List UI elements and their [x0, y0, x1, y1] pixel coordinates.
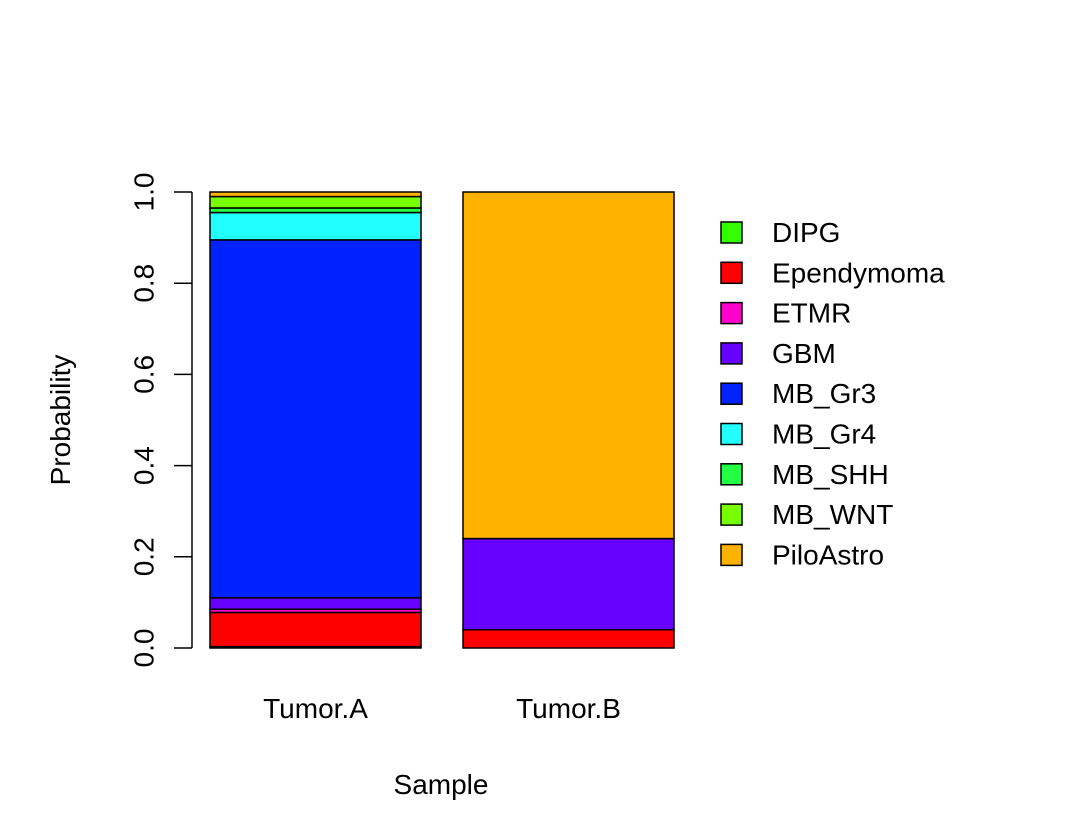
legend-label: MB_Gr4	[772, 419, 876, 450]
legend-swatch	[720, 342, 743, 365]
legend-swatch	[720, 543, 743, 567]
bar-segment-gbm	[209, 597, 422, 610]
x-axis-label: Sample	[394, 769, 489, 800]
bar-segment-mb-gr4	[209, 211, 422, 241]
legend-label: ETMR	[772, 298, 851, 329]
y-tick-label: 0.2	[128, 537, 159, 576]
y-axis: 0.0 0.2 0.4 0.6 0.8 1.0	[128, 173, 193, 668]
bar-segment-ependymoma	[209, 611, 422, 648]
x-tick-labels: Tumor.A Tumor.B	[263, 693, 621, 724]
bar-segment-gbm	[462, 537, 675, 631]
bar-segment-mb-gr3	[209, 239, 422, 599]
bar-segment-piloastro	[209, 191, 422, 198]
legend-label: MB_SHH	[772, 459, 889, 490]
legend-swatch	[720, 301, 743, 325]
bars	[209, 191, 675, 649]
x-tick-label: Tumor.B	[516, 693, 621, 724]
legend-label: MB_WNT	[772, 499, 893, 530]
y-tick-label: 0.0	[128, 629, 159, 668]
legend-swatch	[720, 221, 743, 244]
bar-segment-mb-wnt	[209, 195, 422, 209]
bar-segment-piloastro	[462, 191, 675, 540]
legend-swatch	[720, 503, 743, 526]
legend: DIPG Ependymoma ETMR GBM MB_Gr3 MB_Gr4 MB_SHH M…	[720, 217, 945, 570]
legend-label: DIPG	[772, 217, 840, 248]
y-tick-label: 0.4	[128, 446, 159, 485]
x-tick-label: Tumor.A	[263, 693, 368, 724]
legend-swatch	[720, 382, 743, 405]
y-tick-label: 1.0	[128, 173, 159, 212]
bar-segment-ependymoma	[462, 629, 675, 649]
legend-label: MB_Gr3	[772, 378, 876, 409]
y-axis-label: Probability	[45, 355, 76, 486]
y-tick-label: 0.8	[128, 264, 159, 303]
y-tick-label: 0.6	[128, 355, 159, 394]
legend-swatch	[720, 261, 743, 285]
legend-label: GBM	[772, 338, 836, 369]
legend-label: Ependymoma	[772, 257, 945, 288]
legend-swatch	[720, 463, 743, 486]
legend-label: PiloAstro	[772, 539, 884, 570]
legend-swatch	[720, 422, 743, 446]
